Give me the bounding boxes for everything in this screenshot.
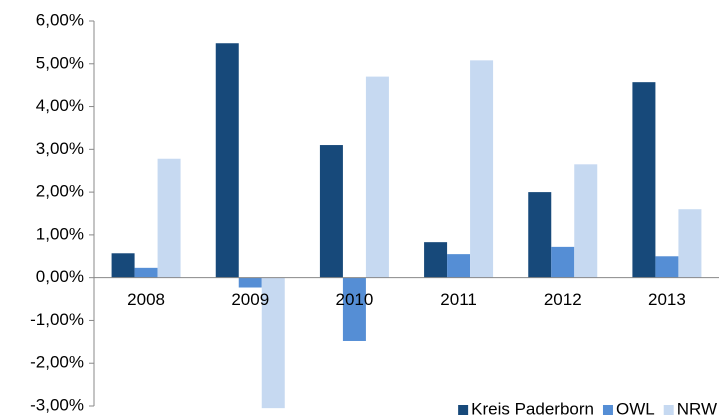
x-tick-label: 2009 xyxy=(231,290,269,309)
x-tick-label: 2011 xyxy=(440,290,477,309)
bar xyxy=(261,277,285,409)
y-tick-label: 0,00% xyxy=(36,267,84,286)
bar xyxy=(528,192,552,278)
legend-swatch xyxy=(602,405,613,415)
bar xyxy=(424,242,448,278)
x-tick-label: 2010 xyxy=(336,290,374,309)
bar xyxy=(365,76,389,278)
bar xyxy=(632,82,656,278)
legend-label: Kreis Paderborn xyxy=(471,399,594,418)
bar xyxy=(215,43,239,278)
y-tick-label: 1,00% xyxy=(36,224,84,243)
y-tick-label: 3,00% xyxy=(36,139,84,158)
x-tick-label: 2012 xyxy=(544,290,582,309)
bar xyxy=(470,60,494,278)
y-tick-label: -3,00% xyxy=(30,395,84,414)
bar xyxy=(574,164,598,278)
bar xyxy=(655,256,679,278)
y-tick-label: 2,00% xyxy=(36,182,84,201)
y-tick-label: 6,00% xyxy=(36,10,84,29)
bar xyxy=(447,254,471,278)
legend-swatch xyxy=(663,405,674,415)
legend-label: OWL xyxy=(616,399,655,418)
x-tick-label: 2008 xyxy=(127,290,165,309)
y-tick-label: -1,00% xyxy=(30,310,84,329)
bar xyxy=(319,145,343,278)
y-tick-label: 5,00% xyxy=(36,53,84,72)
bar xyxy=(342,277,366,341)
bar xyxy=(551,246,575,278)
legend-swatch xyxy=(458,405,469,415)
x-tick-label: 2013 xyxy=(648,290,686,309)
bar xyxy=(678,209,702,278)
bar xyxy=(134,267,158,278)
y-tick-label: 4,00% xyxy=(36,96,84,115)
y-tick-label: -2,00% xyxy=(30,353,84,372)
bar xyxy=(157,158,181,278)
bar xyxy=(111,253,135,278)
bar xyxy=(238,277,262,288)
legend-label: NRW xyxy=(677,399,717,418)
